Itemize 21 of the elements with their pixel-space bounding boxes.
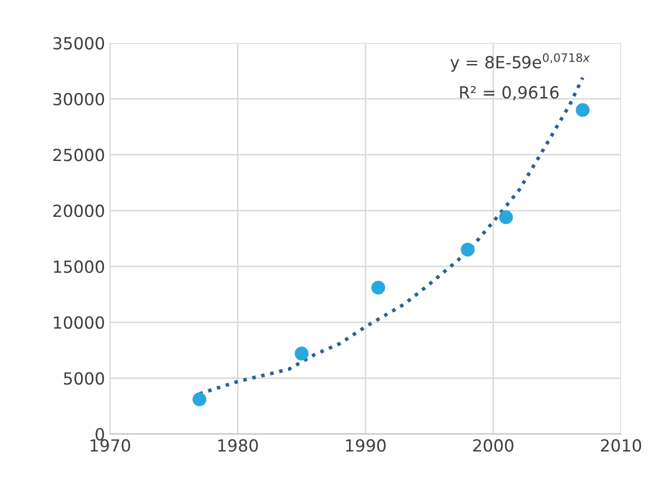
y-tick-label: 15000 (54, 260, 104, 273)
y-tick-label: 5000 (64, 372, 104, 385)
y-tick-label: 0 (96, 428, 104, 441)
point (371, 280, 386, 295)
x-tick-label: 1990 (346, 439, 386, 452)
x-tick-label: 1970 (90, 439, 130, 452)
y-tick-label: 10000 (54, 316, 104, 329)
x-tick-label: 2010 (601, 439, 642, 452)
annotation: y = 8E-59e$^{0,0718x}$ (450, 53, 590, 72)
x-tick-label: 1980 (218, 439, 258, 452)
point (499, 210, 513, 224)
point (460, 242, 475, 257)
point (294, 346, 309, 360)
annotation: R² = 0,9616 (460, 86, 559, 100)
y-tick-label: 25000 (53, 148, 104, 162)
point (192, 392, 206, 406)
y-tick-label: 30000 (53, 92, 104, 106)
point (576, 103, 590, 117)
y-tick-label: 35000 (53, 36, 104, 50)
x-tick-label: 2000 (473, 439, 514, 452)
y-tick-label: 20000 (53, 204, 104, 218)
